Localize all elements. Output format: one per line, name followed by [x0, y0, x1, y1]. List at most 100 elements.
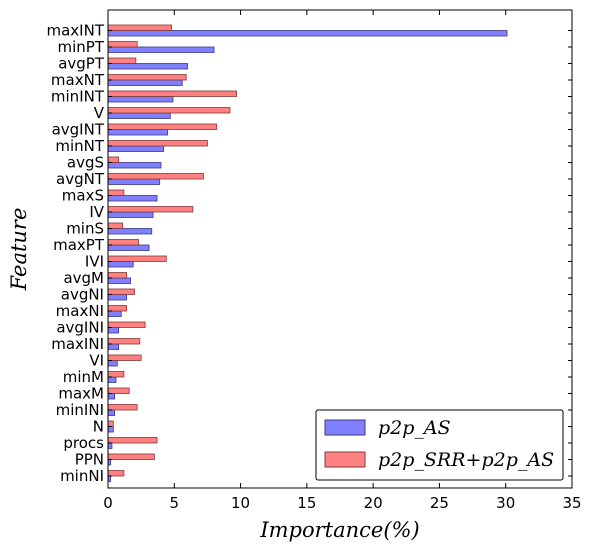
y-tick-label-minNT: minNT	[55, 137, 105, 155]
y-tick-label-maxNT: maxNT	[51, 71, 105, 89]
y-tick-label-minS: minS	[66, 220, 104, 238]
x-tick-label-25: 25	[430, 494, 449, 512]
bar-series-2-minS	[107, 222, 123, 229]
bar-series-2-minNI	[107, 470, 125, 477]
bar-series-2-avgNI	[107, 288, 135, 295]
y-tick-label-minM: minM	[63, 368, 104, 386]
bar-series-2-avgNT	[107, 173, 204, 180]
ticks-layer: maxINTminPTavgPTmaxNTminINTVavgINTminNTa…	[47, 10, 582, 512]
bar-series-1-IV	[107, 211, 154, 218]
bar-series-2-avgS	[107, 156, 120, 163]
bar-series-1-maxINI	[107, 343, 120, 350]
y-tick-label-VI: VI	[89, 352, 104, 370]
x-tick-label-5: 5	[170, 494, 180, 512]
x-tick-label-10: 10	[231, 494, 250, 512]
bar-series-1-minM	[107, 376, 117, 383]
y-tick-label-maxINI: maxINI	[51, 335, 104, 353]
bar-series-1-minINI	[107, 409, 116, 416]
legend: p2p_AS p2p_SRR+p2p_AS	[315, 409, 564, 481]
bar-series-1-N	[107, 426, 114, 433]
y-tick-label-avgS: avgS	[67, 154, 104, 172]
y-tick-label-procs: procs	[63, 434, 104, 452]
x-axis-label: Importance(%)	[259, 518, 419, 542]
x-tick-label-15: 15	[297, 494, 316, 512]
bar-series-1-maxNT	[107, 79, 183, 86]
bar-series-2-minPT	[107, 41, 138, 48]
bar-series-2-minINT	[107, 90, 237, 97]
y-tick-label-avgINI: avgINI	[56, 319, 104, 337]
y-tick-label-minPT: minPT	[58, 38, 105, 56]
bar-series-2-avgINT	[107, 123, 218, 130]
y-tick-label-minINT: minINT	[51, 88, 105, 106]
bar-series-1-maxPT	[107, 244, 150, 251]
bar-series-2-minNT	[107, 140, 208, 147]
bar-series-1-maxNI	[107, 310, 122, 317]
bar-series-2-maxS	[107, 189, 125, 196]
bar-series-2-avgM	[107, 272, 127, 279]
bar-series-1-procs	[107, 442, 113, 449]
bar-series-1-minS	[107, 228, 153, 235]
legend-swatch-series-2	[324, 451, 366, 468]
y-tick-label-maxNI: maxNI	[56, 302, 104, 320]
bar-series-1-maxM	[107, 393, 116, 400]
bar-series-2-minINI	[107, 404, 138, 411]
bar-series-2-VI	[107, 354, 142, 361]
x-tick-label-30: 30	[496, 494, 515, 512]
bar-series-2-maxNI	[107, 305, 127, 312]
bar-series-1-IVI	[107, 261, 134, 268]
bar-series-2-N	[107, 420, 114, 427]
y-tick-label-maxPT: maxPT	[53, 236, 105, 254]
bar-series-2-maxPT	[107, 239, 139, 246]
bar-series-1-avgINT	[107, 129, 169, 136]
legend-swatch-series-1	[324, 419, 366, 436]
y-tick-label-maxS: maxS	[62, 187, 104, 205]
bar-series-1-maxS	[107, 195, 158, 202]
bar-series-1-V	[107, 112, 171, 119]
y-tick-label-maxINT: maxINT	[47, 22, 105, 40]
plot-frame	[107, 9, 573, 489]
bar-series-2-V	[107, 107, 231, 114]
bar-series-2-maxNT	[107, 74, 187, 81]
y-tick-label-PPN: PPN	[75, 451, 104, 469]
bar-series-2-IV	[107, 206, 194, 213]
bar-series-1-VI	[107, 360, 118, 367]
bar-series-1-minINT	[107, 96, 174, 103]
bar-series-2-PPN	[107, 453, 155, 460]
bar-series-1-avgPT	[107, 63, 188, 70]
bar-series-2-minM	[107, 371, 125, 378]
bar-series-2-procs	[107, 437, 158, 444]
y-tick-label-minNI: minNI	[60, 467, 104, 485]
bar-series-2-avgINI	[107, 321, 146, 328]
bar-series-2-IVI	[107, 255, 167, 262]
y-tick-label-maxM: maxM	[58, 385, 104, 403]
y-tick-label-avgNT: avgNT	[56, 170, 105, 188]
y-tick-label-IV: IV	[89, 203, 104, 221]
bar-series-1-minNT	[107, 145, 165, 152]
bar-series-1-avgNI	[107, 294, 127, 301]
bar-series-1-maxINT	[107, 30, 508, 37]
y-tick-label-V: V	[94, 104, 105, 122]
y-tick-label-IVI: IVI	[85, 253, 104, 271]
bar-series-2-maxM	[107, 387, 130, 394]
y-tick-label-N: N	[93, 418, 104, 436]
y-tick-label-avgPT: avgPT	[58, 55, 105, 73]
y-tick-label-minINI: minINI	[56, 401, 104, 419]
bar-series-1-avgNT	[107, 178, 161, 185]
bars-layer	[107, 24, 508, 482]
bar-series-2-maxINI	[107, 338, 141, 345]
legend-box	[315, 409, 564, 481]
legend-label-series-2: p2p_SRR+p2p_AS	[378, 449, 554, 471]
y-axis-label: Feature	[7, 208, 31, 292]
y-tick-label-avgM: avgM	[63, 269, 104, 287]
y-tick-label-avgINT: avgINT	[52, 121, 105, 139]
x-tick-label-20: 20	[364, 494, 383, 512]
bar-series-1-minPT	[107, 46, 215, 53]
y-tick-label-avgNI: avgNI	[61, 286, 104, 304]
bar-series-2-avgPT	[107, 57, 137, 64]
legend-label-series-1: p2p_AS	[378, 417, 451, 439]
bar-series-1-avgM	[107, 277, 131, 284]
bar-series-1-avgS	[107, 162, 162, 169]
x-tick-label-35: 35	[562, 494, 581, 512]
bar-series-1-avgINI	[107, 327, 120, 334]
